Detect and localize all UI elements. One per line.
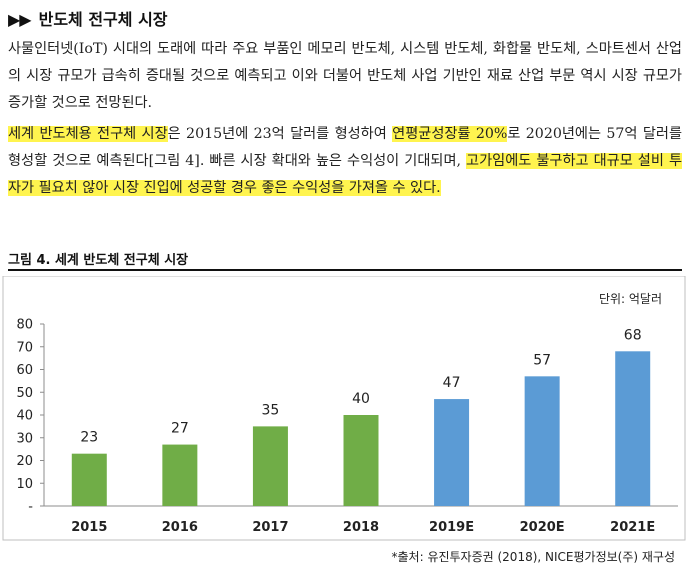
y-tick-label: 10: [16, 477, 33, 492]
bar-value-label: 57: [533, 352, 551, 368]
bar: [252, 426, 288, 506]
figure-source: *출처: 유진투자증권 (2018), NICE평가정보(주) 재구성: [391, 550, 676, 564]
paragraph-2-text-b: 로 2020년에는 57억 달러를 형성할 것으로 예측된다[그림 4]. 빠른…: [8, 126, 682, 169]
bar-value-label: 35: [262, 402, 280, 418]
y-tick-label: 30: [16, 431, 33, 446]
section-title: ▶▶ 반도체 전구체 시장: [8, 6, 168, 30]
x-tick-label: 2017: [252, 520, 288, 535]
x-tick-label: 2016: [162, 520, 198, 535]
y-tick-label: 80: [16, 318, 33, 333]
bar-chart: 단위: 억달러 - 10 20 30 40 50 60 70 80 23 2015 27 2016 35 20…: [2, 276, 686, 541]
y-tick-label: -: [28, 500, 33, 515]
bar-value-label: 47: [443, 375, 461, 391]
unit-label: 단위: 억달러: [599, 292, 662, 306]
bar-value-label: 68: [624, 327, 642, 343]
y-tick-label: 60: [16, 363, 33, 378]
figure-divider: [8, 269, 682, 271]
y-tick-label: 70: [16, 340, 33, 355]
paragraph-2-text-a: 은 2015년에 23억 달러를 형성하여: [167, 126, 393, 142]
bar-value-label: 40: [352, 391, 370, 407]
chart-frame: [2, 276, 686, 541]
bar: [524, 376, 560, 506]
bar-value-label: 23: [80, 430, 98, 446]
bar: [71, 453, 107, 506]
y-tick-label: 40: [16, 409, 33, 424]
x-tick-label: 2019E: [429, 520, 474, 535]
highlight-cagr: 연평균성장률 20%: [392, 126, 508, 142]
figure-caption: 그림 4. 세계 반도체 전구체 시장: [8, 253, 189, 268]
paragraph-1: 사물인터넷(IoT) 시대의 도래에 따라 주요 부품인 메모리 반도체, 시스…: [8, 41, 682, 111]
y-tick-label: 20: [16, 454, 33, 469]
y-tick-label: 50: [16, 386, 33, 401]
paragraph-2: 세계 반도체용 전구체 시장은 2015년에 23억 달러를 형성하여 연평균성…: [8, 121, 682, 202]
x-tick-label: 2018: [343, 520, 379, 535]
double-triangle-icon: ▶▶: [8, 10, 32, 29]
section-title-text: 반도체 전구체 시장: [38, 10, 168, 29]
x-tick-label: 2020E: [520, 520, 565, 535]
x-tick-label: 2021E: [610, 520, 655, 535]
x-tick-label: 2015: [71, 520, 107, 535]
bar: [162, 444, 198, 506]
bar: [434, 399, 470, 506]
bar: [343, 415, 379, 506]
bar: [615, 351, 651, 506]
highlight-market: 세계 반도체용 전구체 시장: [8, 126, 168, 142]
bar-value-label: 27: [171, 421, 189, 437]
